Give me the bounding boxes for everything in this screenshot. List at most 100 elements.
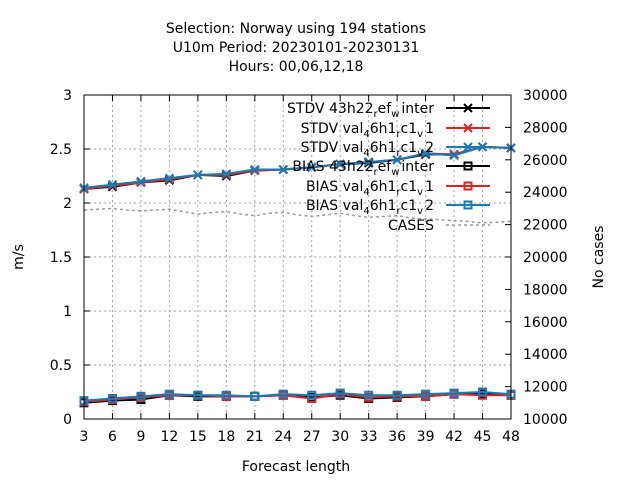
data-point <box>278 389 288 399</box>
data-point <box>221 169 232 179</box>
series-line <box>83 145 512 189</box>
legend-entry: STDV val46h1rc1v 2 <box>301 140 490 159</box>
data-point <box>478 387 488 397</box>
y-tick-label: 2 <box>63 196 72 212</box>
legend-label: STDV val46h1rc1v 2 <box>301 140 434 159</box>
y-tick-label: 0 <box>63 412 72 428</box>
data-point <box>136 176 146 187</box>
data-point <box>364 390 374 400</box>
series-line <box>83 207 512 224</box>
y-tick-label: 0.5 <box>50 358 72 374</box>
data-point <box>421 389 431 399</box>
y2-tick-label: 12000 <box>523 380 568 396</box>
x-tick-label: 3 <box>80 429 89 445</box>
title-line-2: U10m Period: 20230101-20230131 <box>173 40 420 56</box>
data-point <box>250 391 260 401</box>
series-2 <box>79 142 516 193</box>
y-tick-label: 3 <box>63 88 72 104</box>
data-point <box>449 388 459 398</box>
legend-marker <box>463 123 473 133</box>
legend-label: BIAS val46h1rc1v 1 <box>306 179 434 198</box>
data-point <box>107 179 118 190</box>
y2-axis-label: No cases <box>591 226 607 289</box>
chart-title: Selection: Norway using 194 stations U10… <box>166 21 426 75</box>
x-tick-label: 15 <box>189 429 207 445</box>
y2-tick-label: 14000 <box>523 347 568 363</box>
data-point <box>335 388 345 398</box>
legend-entry: STDV 43h22refw inter <box>287 101 490 120</box>
axis-ticks: 3 6 9 12 15 18 21 24 27 30 33 36 39 42 45 4800.511.522.… <box>50 88 568 445</box>
data-point <box>363 157 374 167</box>
x-tick-label: 6 <box>108 429 117 445</box>
y-tick-label: 2.5 <box>50 142 72 158</box>
data-point <box>420 148 431 159</box>
grid-lines <box>84 95 511 419</box>
data-point <box>392 155 402 165</box>
y-tick-label: 1.5 <box>50 250 72 266</box>
y2-tick-label: 20000 <box>523 250 568 266</box>
legend-label: STDV val46h1rc1v 1 <box>301 121 434 140</box>
data-point <box>278 164 288 175</box>
x-tick-label: 9 <box>136 429 145 445</box>
series-line <box>83 390 512 402</box>
y2-tick-label: 18000 <box>523 282 568 298</box>
x-tick-label: 21 <box>246 429 264 445</box>
data-point <box>307 390 317 400</box>
y2-tick-label: 10000 <box>523 412 568 428</box>
x-tick-label: 48 <box>502 429 520 445</box>
data-point <box>221 390 231 400</box>
data-point <box>136 391 146 401</box>
legend-marker <box>463 142 473 152</box>
data-point <box>164 173 175 183</box>
x-tick-label: 24 <box>274 429 292 445</box>
y-tick-label: 1 <box>63 304 72 320</box>
legend-entry: STDV val46h1rc1v 1 <box>301 121 490 140</box>
x-tick-label: 27 <box>303 429 321 445</box>
data-point <box>307 162 317 173</box>
x-tick-label: 39 <box>417 429 435 445</box>
y2-tick-label: 22000 <box>523 218 568 234</box>
legend-entry: BIAS val46h1rc1v 1 <box>306 179 490 198</box>
data-point <box>193 390 203 400</box>
legend-marker <box>463 161 473 171</box>
y2-tick-label: 24000 <box>523 185 568 201</box>
legend-label: BIAS 43h22refw inter <box>292 159 434 178</box>
data-point <box>449 150 459 161</box>
title-line-3: Hours: 00,06,12,18 <box>229 59 364 75</box>
data-point <box>250 164 260 175</box>
legend-label: STDV 43h22refw inter <box>287 101 434 120</box>
x-axis-label: Forecast length <box>242 459 350 475</box>
legend-marker <box>463 181 473 191</box>
legend-marker <box>463 200 473 210</box>
data-point <box>164 389 174 399</box>
plot-frame <box>83 94 512 420</box>
x-tick-label: 18 <box>217 429 235 445</box>
y2-tick-label: 28000 <box>523 120 568 136</box>
title-line-1: Selection: Norway using 194 stations <box>166 21 426 37</box>
legend-label: CASES <box>388 218 434 234</box>
legend-entry: BIAS 43h22refw inter <box>292 159 490 178</box>
series-5 <box>79 387 516 406</box>
legend-entry: CASES <box>388 218 490 234</box>
data-point <box>107 393 117 403</box>
x-tick-label: 30 <box>331 429 349 445</box>
data-point <box>193 170 203 180</box>
x-tick-label: 36 <box>388 429 406 445</box>
series-layer <box>79 142 516 408</box>
y-axis-label: m/s <box>11 244 27 270</box>
series-6 <box>83 207 512 224</box>
data-point <box>335 159 345 169</box>
y2-tick-label: 26000 <box>523 153 568 169</box>
y2-tick-label: 30000 <box>523 88 568 104</box>
legend-label: BIAS val46h1rc1v 2 <box>306 198 434 217</box>
y2-tick-label: 16000 <box>523 315 568 331</box>
legend-marker <box>463 103 473 113</box>
x-tick-label: 42 <box>445 429 463 445</box>
data-point <box>392 390 402 400</box>
legend-entry: BIAS val46h1rc1v 2 <box>306 198 490 217</box>
x-tick-label: 45 <box>474 429 492 445</box>
x-tick-label: 33 <box>360 429 378 445</box>
series-line <box>83 393 511 403</box>
